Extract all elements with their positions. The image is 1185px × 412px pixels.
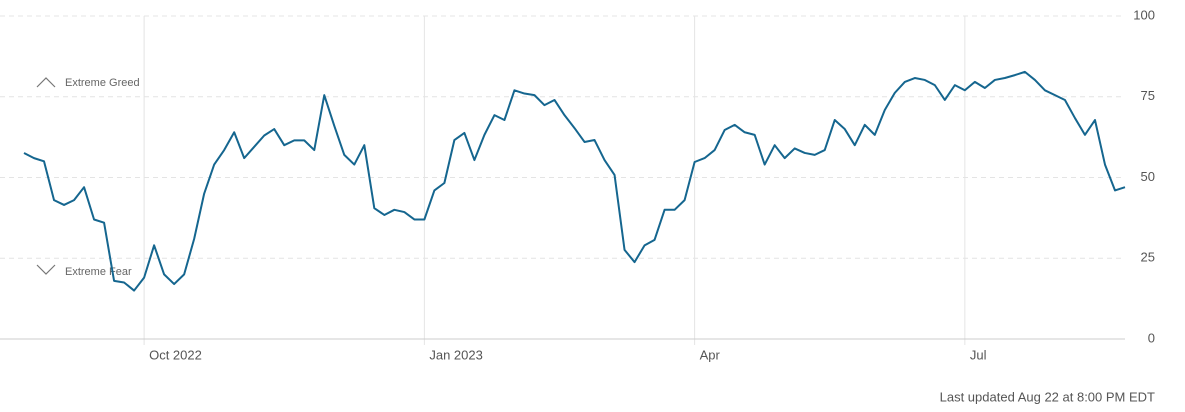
footer: Last updated Aug 22 at 8:00 PM EDT: [940, 389, 1155, 404]
x-tick-label: Jan 2023: [429, 347, 483, 362]
x-tick-label: Oct 2022: [149, 347, 202, 362]
y-tick-label: 0: [1148, 330, 1155, 345]
annotation: Extreme Fear: [65, 266, 132, 278]
y-tick-label: 25: [1141, 250, 1155, 265]
annotation: Extreme Greed: [65, 77, 140, 89]
x-tick-label: Apr: [700, 347, 721, 362]
greed-icon: [36, 77, 56, 88]
y-tick-label: 100: [1133, 7, 1155, 22]
line: [23, 70, 1126, 292]
y-tick-label: 75: [1141, 88, 1155, 103]
y-tick-label: 50: [1141, 169, 1155, 184]
fear-icon: [36, 264, 56, 275]
x-tick-label: Jul: [970, 347, 987, 362]
